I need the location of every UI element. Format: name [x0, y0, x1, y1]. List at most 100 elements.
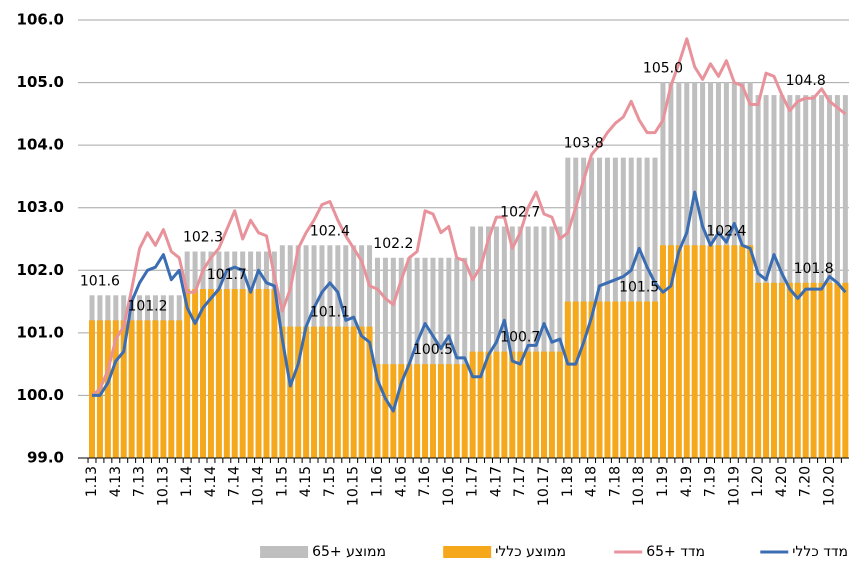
data-label: 101.1 — [310, 305, 350, 321]
x-tick-label: 7.17 — [512, 466, 528, 497]
x-tick-label: 1.17 — [465, 466, 481, 497]
data-label: 101.7 — [207, 267, 247, 283]
bar — [239, 289, 246, 458]
bar — [763, 282, 770, 458]
bar — [422, 364, 429, 458]
bar — [683, 245, 690, 458]
bar — [478, 226, 484, 458]
bar — [255, 289, 262, 458]
bar — [295, 326, 302, 458]
bar — [691, 245, 698, 458]
bar — [422, 257, 428, 458]
bar — [374, 257, 380, 458]
bar — [406, 257, 412, 458]
x-tick-label: 1.16 — [369, 466, 385, 497]
bar — [398, 257, 404, 458]
bar — [271, 289, 278, 458]
bar — [318, 326, 325, 458]
bar — [747, 245, 754, 458]
bar — [136, 320, 143, 458]
bar — [342, 326, 349, 458]
x-tick-label: 10.13 — [155, 466, 171, 506]
x-tick-label: 7.16 — [417, 466, 433, 497]
x-tick-label: 4.16 — [393, 466, 409, 497]
bar — [770, 282, 777, 458]
bar — [786, 282, 793, 458]
bar — [200, 289, 207, 458]
x-tick-label: 4.19 — [679, 466, 695, 497]
x-tick-label: 1.18 — [560, 466, 576, 497]
bar — [819, 95, 825, 458]
bar — [699, 245, 706, 458]
bar — [231, 289, 238, 458]
data-label: 101.5 — [619, 280, 659, 296]
bar — [104, 320, 111, 458]
x-tick-label: 10.17 — [536, 466, 552, 506]
bar — [287, 326, 294, 458]
bar — [501, 226, 507, 458]
x-tick-label: 10.19 — [726, 466, 742, 506]
bar — [390, 257, 396, 458]
bar — [430, 257, 436, 458]
bar — [453, 364, 460, 458]
bar — [771, 95, 777, 458]
bar — [509, 351, 516, 458]
bar — [755, 282, 762, 458]
data-label: 104.8 — [786, 73, 826, 89]
bar — [414, 364, 421, 458]
y-tick-label: 102.0 — [17, 261, 64, 279]
bar — [794, 282, 801, 458]
data-label: 102.2 — [373, 236, 413, 252]
bar — [533, 351, 540, 458]
bar — [556, 351, 563, 458]
bar — [826, 282, 833, 458]
x-tick-label: 4.17 — [488, 466, 504, 497]
legend-marker — [260, 546, 309, 558]
bar — [525, 351, 532, 458]
bar — [755, 95, 761, 458]
bar — [215, 289, 222, 458]
bar — [263, 289, 270, 458]
bar — [842, 95, 848, 458]
x-tick-label: 1.20 — [750, 466, 766, 497]
bar — [628, 301, 635, 458]
bar — [802, 282, 809, 458]
bar — [160, 320, 167, 458]
x-tick-label: 4.13 — [108, 466, 124, 497]
bar — [517, 351, 524, 458]
bar — [803, 95, 809, 458]
x-tick-label: 4.20 — [774, 466, 790, 497]
bar — [279, 326, 286, 458]
bar — [667, 245, 674, 458]
bar — [541, 226, 547, 458]
bar — [604, 301, 611, 458]
bar — [723, 245, 730, 458]
bar — [596, 301, 603, 458]
bar — [834, 95, 840, 458]
bar — [438, 257, 444, 458]
bar — [620, 301, 627, 458]
bar — [509, 226, 515, 458]
x-tick-label: 10.15 — [346, 466, 362, 506]
bar — [350, 326, 357, 458]
bar — [580, 301, 587, 458]
bar — [644, 301, 651, 458]
x-tick-label: 4.14 — [203, 466, 219, 497]
data-label: 102.7 — [500, 204, 540, 220]
bar — [207, 289, 214, 458]
x-tick-label: 10.20 — [821, 466, 837, 506]
line — [92, 190, 847, 413]
bar — [303, 326, 310, 458]
y-tick-label: 106.0 — [17, 11, 64, 29]
data-label: 100.5 — [413, 342, 453, 358]
bar — [572, 301, 579, 458]
legend-marker — [443, 546, 492, 558]
bar — [675, 245, 682, 458]
x-tick-label: 4.18 — [584, 466, 600, 497]
bar — [406, 364, 413, 458]
bar — [120, 320, 127, 458]
bar — [89, 320, 95, 458]
bar — [192, 289, 199, 458]
bar — [247, 289, 254, 458]
legend-label: מדד כללי — [792, 544, 848, 560]
